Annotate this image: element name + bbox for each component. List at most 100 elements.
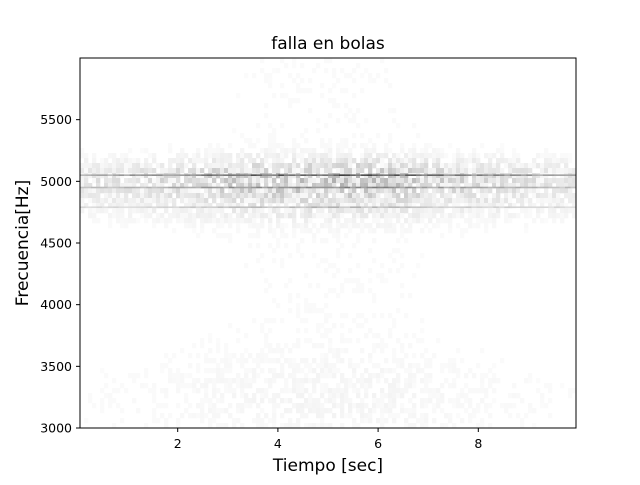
frequency-band-segment — [537, 186, 544, 189]
frequency-band-segment — [570, 174, 577, 176]
heatmap-cell — [344, 163, 349, 169]
heatmap-cell — [280, 398, 285, 404]
heatmap-cell — [456, 203, 461, 209]
heatmap-cell — [532, 193, 537, 199]
heatmap-cell — [292, 63, 297, 69]
heatmap-cell — [196, 188, 201, 194]
heatmap-cell — [240, 168, 245, 174]
heatmap-cell — [392, 368, 397, 374]
heatmap-cell — [424, 203, 429, 209]
heatmap-cell — [480, 418, 485, 424]
heatmap-cell — [216, 368, 221, 374]
frequency-band-segment — [140, 186, 147, 189]
heatmap-cell — [400, 233, 405, 239]
heatmap-cell — [364, 318, 369, 324]
frequency-band-segment — [328, 174, 334, 176]
heatmap-cell — [412, 273, 417, 279]
heatmap-cell — [536, 183, 541, 189]
heatmap-cell — [220, 188, 225, 194]
heatmap-cell — [392, 178, 397, 184]
heatmap-cell — [308, 393, 313, 399]
heatmap-cell — [332, 203, 337, 209]
heatmap-cell — [448, 358, 453, 364]
frequency-band-segment — [410, 206, 417, 209]
heatmap-cell — [492, 208, 497, 214]
heatmap-cell — [392, 318, 397, 324]
heatmap-cell — [400, 158, 405, 164]
heatmap-cell — [304, 303, 309, 309]
heatmap-cell — [212, 163, 217, 169]
heatmap-cell — [420, 398, 425, 404]
heatmap-cell — [336, 403, 341, 409]
heatmap-cell — [396, 203, 401, 209]
frequency-band-segment — [460, 206, 466, 209]
y-tick-label: 5000 — [40, 174, 72, 189]
heatmap-cell — [208, 378, 213, 384]
heatmap-cell — [540, 178, 545, 184]
heatmap-cell — [276, 303, 281, 309]
heatmap-cell — [312, 238, 317, 244]
heatmap-cell — [464, 188, 469, 194]
heatmap-cell — [368, 203, 373, 209]
frequency-band-segment — [515, 206, 522, 209]
heatmap-cell — [108, 393, 113, 399]
heatmap-cell — [336, 163, 341, 169]
frequency-band-segment — [559, 186, 566, 189]
frequency-band-segment — [283, 174, 290, 176]
heatmap-cell — [540, 168, 545, 174]
heatmap-cell — [456, 183, 461, 189]
heatmap-cell — [312, 343, 317, 349]
heatmap-cell — [480, 423, 485, 429]
heatmap-cell — [104, 158, 109, 164]
heatmap-cell — [140, 383, 145, 389]
heatmap-cell — [404, 408, 409, 414]
heatmap-cell — [384, 193, 389, 199]
heatmap-cell — [304, 298, 309, 304]
heatmap-cell — [540, 393, 545, 399]
heatmap-cell — [120, 208, 125, 214]
heatmap-cell — [436, 338, 441, 344]
heatmap-cell — [388, 393, 393, 399]
heatmap-cell — [196, 168, 201, 174]
heatmap-cell — [96, 203, 101, 209]
heatmap-cell — [564, 203, 569, 209]
heatmap-cell — [512, 188, 517, 194]
heatmap-cell — [352, 213, 357, 219]
heatmap-cell — [484, 178, 489, 184]
heatmap-cell — [264, 338, 269, 344]
heatmap-cell — [244, 73, 249, 79]
heatmap-cell — [152, 413, 157, 419]
heatmap-cell — [404, 378, 409, 384]
heatmap-cell — [508, 403, 513, 409]
heatmap-cell — [340, 193, 345, 199]
heatmap-cell — [536, 378, 541, 384]
heatmap-cell — [484, 163, 489, 169]
heatmap-cell — [532, 203, 537, 209]
frequency-band-segment — [504, 174, 511, 176]
heatmap-cell — [288, 308, 293, 314]
frequency-band-segment — [537, 174, 544, 176]
heatmap-cell — [564, 178, 569, 184]
frequency-band-segment — [151, 206, 158, 209]
heatmap-cell — [272, 183, 277, 189]
heatmap-cell — [332, 403, 337, 409]
heatmap-cell — [356, 283, 361, 289]
heatmap-cell — [148, 153, 153, 159]
heatmap-cell — [124, 223, 129, 229]
heatmap-cell — [300, 178, 305, 184]
heatmap-cell — [112, 163, 117, 169]
heatmap-cell — [340, 413, 345, 419]
heatmap-cell — [344, 413, 349, 419]
heatmap-cell — [352, 243, 357, 249]
frequency-band-segment — [344, 186, 351, 189]
frequency-band-segment — [212, 174, 218, 176]
heatmap-cell — [356, 288, 361, 294]
heatmap-cell — [276, 218, 281, 224]
heatmap-cell — [448, 383, 453, 389]
heatmap-cell — [376, 363, 381, 369]
heatmap-cell — [432, 353, 437, 359]
heatmap-cell — [152, 198, 157, 204]
heatmap-cell — [520, 418, 525, 424]
heatmap-cell — [188, 158, 193, 164]
heatmap-cell — [320, 208, 325, 214]
